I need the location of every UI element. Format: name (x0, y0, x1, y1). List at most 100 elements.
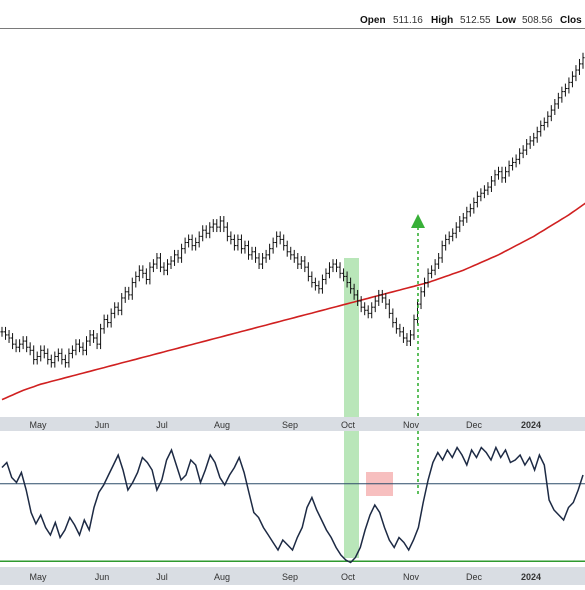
price-bar (426, 268, 430, 288)
price-bar (211, 219, 215, 233)
price-bar (539, 120, 543, 137)
price-bar (278, 231, 282, 245)
price-bar (74, 339, 78, 356)
price-bar (349, 277, 353, 294)
price-bar (496, 166, 501, 180)
price-bars-layer (0, 52, 585, 368)
price-bar (384, 293, 388, 310)
month-label: 2024 (521, 572, 541, 582)
price-bar (67, 348, 71, 368)
price-bar (225, 222, 229, 242)
price-bar (482, 185, 487, 199)
price-panel (0, 28, 585, 558)
oscillator-line-layer (1, 445, 584, 564)
close-label: Clos (560, 15, 582, 26)
moving-average-line (1, 202, 585, 401)
price-bar (444, 234, 448, 251)
price-bar (514, 154, 518, 168)
price-bar (475, 191, 479, 208)
price-bar (465, 206, 469, 223)
price-bar (352, 283, 356, 300)
price-bar (32, 345, 36, 365)
open-value: 511.16 (393, 15, 423, 26)
moving-average-layer (1, 202, 585, 401)
price-bar (570, 71, 575, 88)
price-bar (327, 262, 332, 279)
month-label: Sep (282, 572, 298, 582)
month-label: Jun (95, 420, 110, 430)
price-bar (95, 333, 99, 350)
price-bar (91, 329, 96, 343)
price-bar (338, 262, 342, 279)
price-bar (458, 216, 462, 233)
price-bar (158, 252, 163, 273)
month-label: Aug (214, 572, 230, 582)
price-bar (127, 286, 131, 300)
price-bar (373, 296, 377, 313)
price-bar (320, 274, 325, 294)
price-bar (243, 240, 247, 254)
price-bar (419, 286, 423, 310)
price-bar (289, 246, 293, 260)
price-bar (39, 345, 43, 362)
price-bar (162, 262, 166, 276)
price-bar (60, 348, 64, 365)
price-bar (282, 234, 286, 251)
price-bar (405, 333, 409, 347)
price-bar (77, 339, 82, 353)
price-bar (493, 169, 497, 186)
price-bar (260, 252, 265, 270)
price-bar (236, 234, 240, 251)
month-label: May (29, 572, 47, 582)
price-bar (394, 317, 398, 334)
price-bar (461, 212, 465, 226)
price-bar (356, 289, 360, 306)
price-bar (56, 348, 60, 362)
price-bar (345, 271, 349, 288)
price-bar (341, 268, 346, 282)
price-bar (106, 314, 110, 328)
price-bar (137, 265, 141, 282)
low-label: Low (496, 15, 516, 26)
price-bar (208, 222, 212, 239)
price-bar (560, 86, 564, 103)
price-bar (46, 348, 50, 365)
price-bar (546, 111, 550, 128)
price-bar (63, 354, 67, 368)
price-bar (232, 234, 236, 251)
month-label: Oct (341, 572, 356, 582)
arrow-head (411, 214, 425, 228)
month-label: Aug (214, 420, 230, 430)
price-bar (574, 65, 578, 82)
price-bar (447, 231, 451, 245)
price-bar (440, 240, 444, 263)
price-bar (257, 252, 261, 270)
price-bar (521, 145, 525, 159)
price-bar (408, 329, 413, 347)
price-bar (275, 231, 279, 248)
oscillator-axis-band (0, 567, 585, 585)
price-bar (556, 92, 560, 109)
price-bar (28, 342, 32, 356)
price-bar (148, 262, 152, 285)
price-bar (510, 157, 515, 171)
oscillator-panel (0, 445, 585, 564)
month-label: Jul (156, 420, 168, 430)
price-bar (84, 336, 89, 356)
price-bar (528, 135, 532, 149)
price-bar (331, 259, 335, 273)
price-bar (53, 351, 57, 368)
price-bar (303, 256, 307, 273)
price-bar (454, 222, 458, 239)
month-label: May (29, 420, 47, 430)
price-bar (500, 166, 504, 183)
price-bar (81, 342, 85, 356)
month-label: Nov (403, 572, 420, 582)
month-label: Dec (466, 572, 483, 582)
price-bar (215, 219, 219, 233)
oscillator-line (1, 445, 584, 564)
price-bar (525, 139, 529, 156)
price-bar (532, 132, 536, 146)
price-bar (334, 259, 339, 273)
